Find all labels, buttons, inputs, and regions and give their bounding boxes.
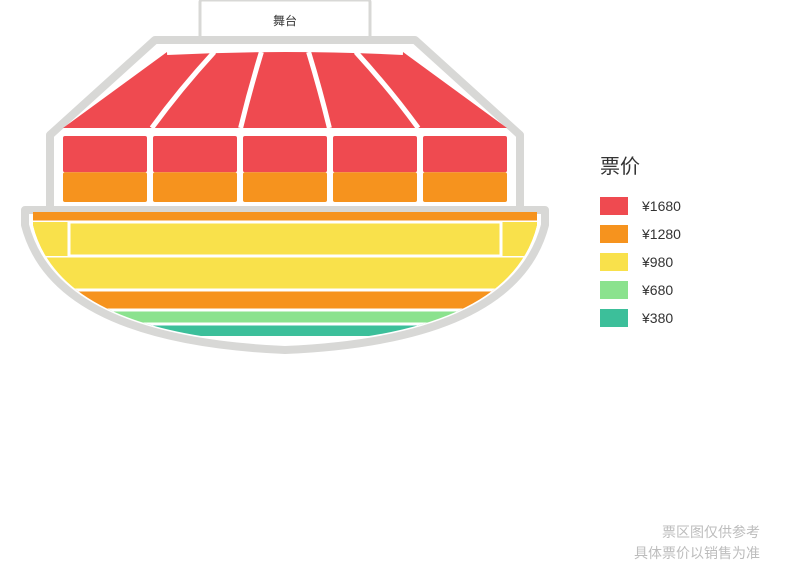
legend-row: ¥380	[600, 309, 681, 327]
disclaimer: 票区图仅供参考 具体票价以销售为准	[634, 522, 760, 564]
legend-label: ¥1680	[642, 198, 681, 214]
legend-swatch	[600, 253, 628, 271]
legend-row: ¥680	[600, 281, 681, 299]
legend-swatch	[600, 309, 628, 327]
legend-label: ¥1280	[642, 226, 681, 242]
disclaimer-line-1: 票区图仅供参考	[634, 522, 760, 543]
legend-label: ¥380	[642, 310, 673, 326]
legend-swatch	[600, 281, 628, 299]
legend-row: ¥1280	[600, 225, 681, 243]
disclaimer-line-2: 具体票价以销售为准	[634, 543, 760, 564]
price-legend: 票价 ¥1680 ¥1280 ¥980 ¥680 ¥380	[600, 150, 681, 337]
seatmap: 舞台	[0, 0, 560, 380]
legend-title: 票价	[600, 150, 681, 179]
legend-swatch	[600, 225, 628, 243]
legend-items: ¥1680 ¥1280 ¥980 ¥680 ¥380	[600, 197, 681, 327]
legend-label: ¥980	[642, 254, 673, 270]
svg-text:舞台: 舞台	[273, 13, 297, 28]
legend-swatch	[600, 197, 628, 215]
legend-row: ¥980	[600, 253, 681, 271]
legend-label: ¥680	[642, 282, 673, 298]
legend-row: ¥1680	[600, 197, 681, 215]
